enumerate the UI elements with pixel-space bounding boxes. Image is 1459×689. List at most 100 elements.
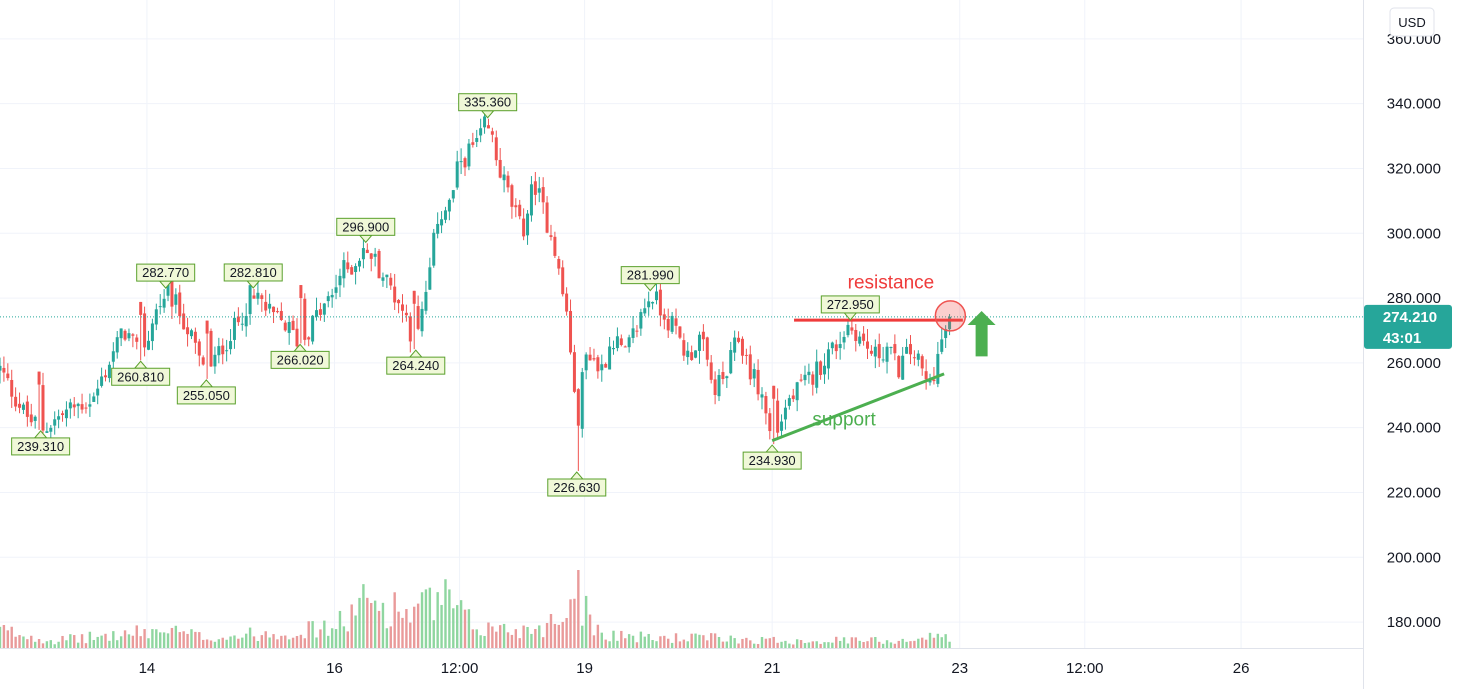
volume-bar: [182, 631, 185, 648]
currency-button[interactable]: USD: [1389, 7, 1435, 37]
volume-bar: [463, 609, 467, 648]
pivot-high-label: 335.360: [458, 93, 518, 119]
volume-bar: [53, 644, 56, 648]
volume-bar: [581, 625, 584, 648]
candle: [619, 334, 623, 347]
support-line[interactable]: [771, 372, 945, 443]
candle: [100, 367, 104, 388]
candle: [850, 320, 854, 335]
candle: [475, 129, 479, 148]
candle: [162, 289, 166, 313]
volume-bar: [917, 638, 920, 648]
pivot-value: 264.240: [392, 358, 439, 373]
volume-bar: [538, 625, 541, 648]
candle: [783, 399, 787, 430]
candle: [479, 118, 483, 143]
volume-bar: [397, 611, 400, 648]
volume-bar: [416, 603, 420, 648]
volume-bar: [534, 628, 537, 648]
volume-bar: [73, 635, 76, 648]
candle: [21, 402, 25, 415]
candle: [740, 336, 744, 364]
time-axis[interactable]: 14 16 12:00 19 21 23 12:00 26: [139, 660, 1250, 677]
volume-bar: [205, 639, 209, 648]
candle: [682, 333, 686, 361]
candle: [830, 341, 834, 355]
pivot-high-label: 282.770: [136, 263, 196, 289]
candle: [709, 355, 713, 384]
candle: [932, 367, 936, 385]
volume-bar: [694, 633, 697, 648]
volume-bar: [241, 637, 244, 648]
candle: [612, 340, 616, 355]
candle: [84, 402, 88, 414]
volume-bar: [268, 637, 271, 648]
candle: [486, 118, 490, 129]
volume-bar: [0, 626, 2, 648]
candle: [244, 303, 248, 337]
volume-bar: [651, 640, 654, 648]
volume-bar: [186, 633, 189, 648]
volume-bar: [61, 635, 64, 648]
candle-countdown: 43:01: [1383, 330, 1421, 347]
candle: [33, 415, 37, 429]
candle: [291, 315, 295, 331]
time-tick-label: 16: [326, 660, 343, 677]
up-arrow-icon[interactable]: [967, 311, 996, 357]
volume-bar: [815, 641, 818, 648]
volume-bar: [725, 641, 729, 648]
candle: [862, 326, 866, 346]
volume-bar: [88, 631, 92, 648]
candle: [311, 314, 315, 345]
candle: [576, 388, 580, 471]
candle: [279, 302, 283, 322]
volume-bar: [393, 592, 396, 648]
candle: [776, 388, 780, 441]
candle: [146, 330, 150, 351]
volume-bar: [256, 641, 260, 648]
volume-bar: [756, 643, 760, 648]
volume-bar: [752, 643, 756, 648]
time-tick-label: 21: [764, 660, 781, 677]
trend-annotations: resistance support: [771, 272, 996, 443]
candle: [526, 210, 530, 245]
volume-bar: [76, 642, 80, 648]
last-price-tag: 274.210 43:01: [1364, 304, 1452, 349]
candle: [541, 177, 545, 214]
candle: [838, 331, 842, 360]
volume-bar: [686, 641, 689, 648]
volume-bar: [295, 636, 299, 648]
volume-bar: [381, 602, 385, 648]
volume-bar: [874, 636, 877, 648]
volume-bar: [592, 635, 596, 648]
pivot-high-label: 272.950: [820, 295, 880, 321]
volume-bar: [264, 631, 267, 648]
candle: [627, 334, 631, 353]
volume-bar: [932, 637, 936, 648]
volume-bar: [385, 628, 389, 648]
volume-bar: [311, 621, 314, 648]
candle: [908, 335, 912, 365]
volume-bar: [600, 632, 603, 648]
volume-bar: [913, 640, 916, 648]
candle: [733, 330, 737, 362]
candle: [787, 394, 791, 410]
candle: [569, 299, 573, 355]
support-label: support: [812, 410, 876, 431]
volume-bar: [319, 629, 322, 648]
volume-bar: [135, 625, 138, 648]
candle: [658, 277, 662, 327]
pivot-value: 255.050: [183, 388, 230, 403]
candle: [514, 198, 518, 218]
price-axis[interactable]: 360.000340.000320.000300.000280.000260.0…: [1387, 31, 1441, 631]
candle: [2, 356, 6, 382]
candle: [565, 287, 569, 316]
candle: [240, 312, 244, 331]
volume-bar: [2, 625, 6, 648]
candle: [29, 403, 33, 427]
candle: [713, 371, 717, 405]
volume-bar: [921, 637, 924, 648]
highlight-circle[interactable]: [934, 300, 967, 332]
volume-bar: [889, 642, 893, 648]
